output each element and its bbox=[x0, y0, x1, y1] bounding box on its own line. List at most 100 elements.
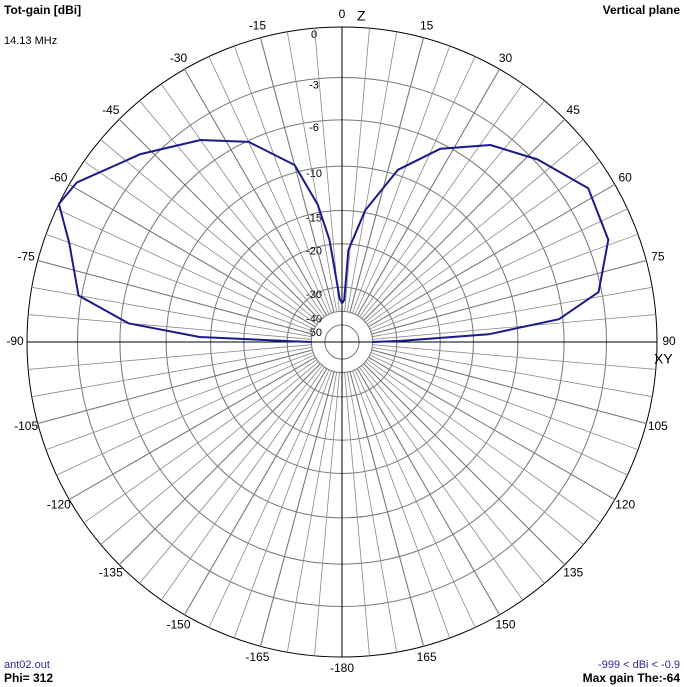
r-tick-label: -20 bbox=[306, 246, 322, 258]
minor-spoke bbox=[352, 370, 451, 639]
minor-spoke bbox=[28, 344, 312, 370]
r-tick-label: -10 bbox=[306, 168, 322, 180]
theta-tick-label: 30 bbox=[499, 51, 513, 65]
minor-spoke bbox=[354, 369, 476, 628]
theta-tick-label: 15 bbox=[420, 18, 434, 32]
zenith-label: Z bbox=[357, 8, 366, 24]
minor-spoke bbox=[370, 233, 639, 332]
theta-tick-label: 90 bbox=[662, 334, 676, 348]
theta-tick-label: 75 bbox=[651, 250, 665, 264]
minor-spoke bbox=[45, 352, 314, 451]
theta-tick-label: -180 bbox=[330, 661, 354, 675]
plot bbox=[57, 139, 610, 343]
minor-spoke bbox=[286, 31, 338, 312]
minor-spoke bbox=[365, 139, 584, 323]
file-name: ant02.out bbox=[4, 659, 50, 671]
spoke bbox=[37, 259, 313, 335]
minor-spoke bbox=[346, 31, 398, 312]
r-tick-label: -30 bbox=[306, 289, 322, 301]
theta-tick-label: -60 bbox=[50, 171, 68, 185]
theta-tick-label: -120 bbox=[47, 498, 71, 512]
minor-spoke bbox=[366, 359, 601, 524]
spoke bbox=[259, 371, 335, 647]
minor-spoke bbox=[139, 365, 323, 584]
minor-spoke bbox=[208, 56, 330, 315]
theta-tick-label: 135 bbox=[563, 565, 583, 579]
grid: 0-3-6-10-15-20-30-40-5001530456075901051… bbox=[6, 7, 676, 675]
spoke bbox=[356, 68, 500, 316]
theta-tick-label: -45 bbox=[102, 103, 120, 117]
spoke bbox=[368, 356, 616, 500]
theta-tick-label: -135 bbox=[99, 565, 123, 579]
minor-spoke bbox=[83, 359, 318, 524]
max-note: Max gain The:-64 bbox=[583, 671, 681, 685]
minor-spoke bbox=[28, 314, 312, 340]
minor-spoke bbox=[369, 208, 628, 330]
minor-spoke bbox=[233, 45, 332, 314]
minor-spoke bbox=[56, 354, 315, 476]
spoke bbox=[68, 184, 316, 328]
spoke bbox=[184, 368, 328, 616]
theta-tick-label: 120 bbox=[615, 498, 635, 512]
spoke bbox=[349, 37, 425, 313]
spoke bbox=[371, 349, 647, 425]
r-tick-label: -50 bbox=[306, 327, 322, 339]
minor-spoke bbox=[100, 139, 319, 323]
chart-subtitle: Vertical plane bbox=[603, 3, 681, 17]
spoke bbox=[184, 68, 328, 316]
minor-spoke bbox=[31, 346, 312, 398]
minor-spoke bbox=[372, 344, 656, 370]
theta-tick-label: -15 bbox=[249, 18, 267, 32]
theta-tick-label: 105 bbox=[648, 419, 668, 433]
minor-spoke bbox=[366, 160, 601, 325]
theta-tick-label: -30 bbox=[170, 51, 188, 65]
minor-spoke bbox=[369, 354, 628, 476]
minor-spoke bbox=[372, 346, 653, 398]
minor-spoke bbox=[346, 372, 398, 653]
minor-spoke bbox=[45, 233, 314, 332]
theta-tick-label: 45 bbox=[567, 103, 581, 117]
minor-spoke bbox=[208, 369, 330, 628]
spoke bbox=[363, 363, 566, 566]
minor-spoke bbox=[56, 208, 315, 330]
r-tick-label: 0 bbox=[311, 29, 317, 41]
minor-spoke bbox=[344, 28, 370, 312]
spoke bbox=[259, 37, 335, 313]
pattern-line bbox=[57, 139, 610, 343]
theta-tick-label: -90 bbox=[6, 334, 24, 348]
minor-spoke bbox=[354, 56, 476, 315]
range-note: -999 < dBi < -0.9 bbox=[598, 659, 680, 671]
spoke bbox=[118, 363, 321, 566]
theta-tick-label: -105 bbox=[14, 419, 38, 433]
minor-spoke bbox=[365, 361, 584, 545]
frequency: 14.13 MHz bbox=[4, 35, 57, 47]
minor-spoke bbox=[233, 370, 332, 639]
minor-spoke bbox=[160, 366, 325, 601]
minor-spoke bbox=[286, 372, 338, 653]
minor-spoke bbox=[344, 372, 370, 656]
minor-spoke bbox=[372, 286, 653, 338]
minor-spoke bbox=[83, 160, 318, 325]
phi: Phi= 312 bbox=[4, 671, 53, 685]
spoke bbox=[356, 368, 500, 616]
minor-spoke bbox=[359, 366, 524, 601]
spoke bbox=[368, 184, 616, 328]
horizon-label: XY bbox=[654, 351, 673, 367]
spoke bbox=[68, 356, 316, 500]
minor-spoke bbox=[100, 361, 319, 545]
theta-tick-label: -75 bbox=[17, 250, 35, 264]
chart-title: Tot-gain [dBi] bbox=[4, 3, 81, 17]
minor-spoke bbox=[372, 314, 656, 340]
spoke bbox=[363, 118, 566, 321]
minor-spoke bbox=[359, 83, 524, 318]
theta-tick-label: 60 bbox=[619, 171, 633, 185]
minor-spoke bbox=[160, 83, 325, 318]
r-tick-label: -6 bbox=[309, 122, 319, 134]
spoke bbox=[349, 371, 425, 647]
theta-tick-label: 165 bbox=[417, 650, 437, 664]
minor-spoke bbox=[361, 365, 545, 584]
spoke bbox=[118, 118, 321, 321]
theta-tick-label: -165 bbox=[245, 650, 269, 664]
minor-spoke bbox=[352, 45, 451, 314]
